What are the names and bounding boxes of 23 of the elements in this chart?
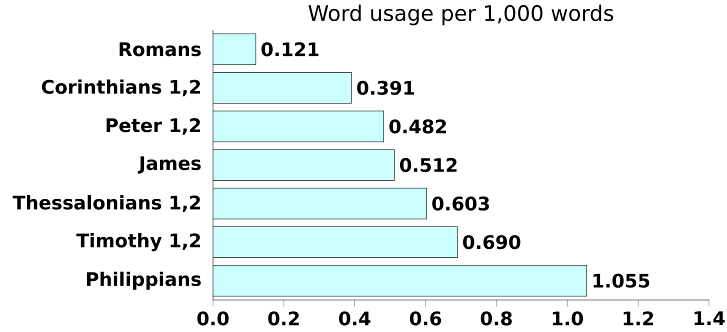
data-label: 0.121 bbox=[261, 42, 318, 56]
y-tick-label: Peter 1,2 bbox=[106, 118, 200, 135]
y-tick-label: Philippians bbox=[87, 272, 201, 290]
x-tick-label: 0.2 bbox=[268, 311, 299, 326]
x-tick-label: 1.2 bbox=[624, 311, 654, 326]
x-tick-label: 0.0 bbox=[197, 311, 229, 326]
y-tick-label: Romans bbox=[120, 42, 201, 56]
y-tick-label: Corinthians 1,2 bbox=[42, 79, 200, 96]
x-tick-label: 0.6 bbox=[410, 311, 442, 326]
x-tick-label: 0.4 bbox=[339, 311, 370, 326]
data-label: 0.690 bbox=[463, 235, 520, 250]
data-label: 0.512 bbox=[400, 158, 457, 172]
x-tick-label: 1.4 bbox=[694, 311, 725, 325]
x-tick-label: 1.0 bbox=[552, 311, 583, 326]
data-label: 0.603 bbox=[432, 196, 489, 211]
chart-title: Word usage per 1,000 words bbox=[308, 4, 614, 26]
data-label: 0.391 bbox=[357, 80, 414, 95]
y-tick-label: Timothy 1,2 bbox=[76, 233, 200, 252]
y-tick-label: James bbox=[138, 156, 201, 174]
y-tick-label: Thessalonians 1,2 bbox=[12, 195, 200, 212]
x-tick-label: 0.8 bbox=[480, 311, 512, 326]
data-label: 0.482 bbox=[389, 119, 446, 134]
data-label: 1.055 bbox=[594, 274, 650, 288]
